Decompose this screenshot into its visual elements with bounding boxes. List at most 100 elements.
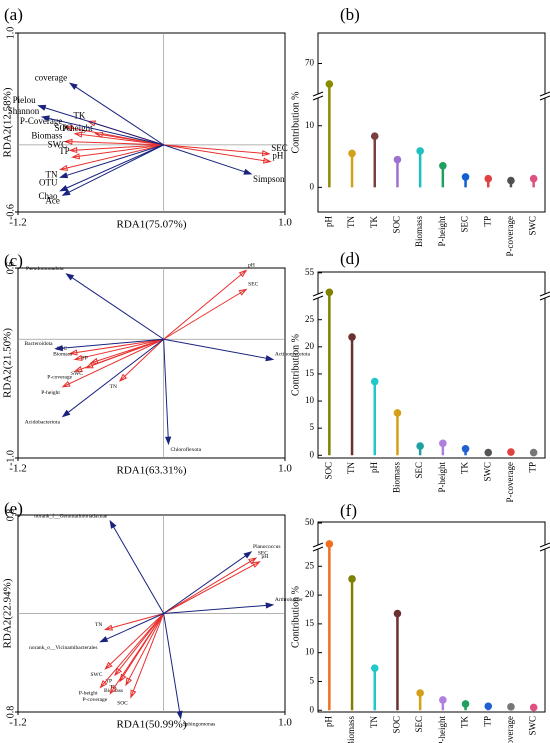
x-tick-label: P-coverage xyxy=(505,716,515,743)
arrow-label: pH xyxy=(248,263,255,269)
arrow-label: Actinomycetota xyxy=(275,352,311,358)
y-tick-label: 50 xyxy=(305,517,315,527)
arrow xyxy=(163,561,261,614)
arrow-label: pH xyxy=(262,554,269,560)
panel-label: (b) xyxy=(340,5,360,24)
lollipop-head xyxy=(416,442,424,450)
lollipop-head xyxy=(484,448,493,457)
x-tick-label: 1.0 xyxy=(278,463,292,475)
panel-label: (c) xyxy=(4,251,23,270)
y-tick-label: 10 xyxy=(305,120,315,130)
arrow-label: TP xyxy=(106,678,112,684)
lollipop-head xyxy=(439,696,447,704)
x-tick-label: TN xyxy=(346,462,356,474)
arrow-label: Pseudomonadota xyxy=(26,266,64,272)
axis-break xyxy=(312,546,324,552)
lollipop-head xyxy=(393,609,402,618)
arrow xyxy=(59,144,164,171)
lollipop-head xyxy=(507,448,515,456)
lollipop-head xyxy=(461,700,470,708)
y-tick-label: 15 xyxy=(305,618,315,628)
y-axis-title: RDA2(21.50%) xyxy=(2,328,14,398)
lollipop-head xyxy=(439,161,447,170)
lollipop-head xyxy=(370,377,379,386)
x-tick-label: SOC xyxy=(392,216,402,234)
arrow xyxy=(63,138,164,146)
lollipop-head xyxy=(393,409,402,417)
arrow xyxy=(163,613,183,720)
y-tick-label: 10 xyxy=(305,647,315,657)
axis-break xyxy=(312,542,324,548)
arrow-label: TP xyxy=(59,146,70,156)
x-tick-label: TN xyxy=(346,216,356,228)
x-tick-label: SWC xyxy=(482,462,492,482)
arrow-label: Chloroflexota xyxy=(170,446,201,453)
x-tick-label: SWC xyxy=(528,216,538,236)
arrow xyxy=(118,338,164,382)
lollipop-head xyxy=(370,664,379,673)
arrow-label: Biomass xyxy=(53,352,72,358)
y-axis-title: Contribution % xyxy=(290,334,301,396)
y-axis-title: Contribution % xyxy=(290,92,301,154)
x-tick-label: Biomass xyxy=(414,216,424,248)
y-tick-label: 0.8 xyxy=(5,706,16,719)
lollipop-head xyxy=(348,333,356,341)
x-tick-label: SOC xyxy=(323,462,333,480)
arrow-label: TK xyxy=(73,110,85,120)
arrow xyxy=(61,338,164,418)
plot-frame xyxy=(17,32,286,213)
lollipop-head xyxy=(507,703,515,711)
axis-break-gap xyxy=(315,94,321,98)
arrow-label: P-Coverage xyxy=(20,116,63,126)
arrow xyxy=(37,104,164,146)
arrow-label: Sphingomonas xyxy=(183,721,216,727)
arrow-label: Shannon xyxy=(8,106,40,116)
arrow-label: SOC xyxy=(117,700,128,706)
y-axis-title: RDA2(12.58%) xyxy=(2,87,14,157)
arrow xyxy=(59,144,164,192)
x-tick-label: SEC xyxy=(414,716,424,733)
x-tick-label: SOC xyxy=(392,716,402,734)
plot-frame xyxy=(317,32,546,213)
lollipop-head xyxy=(325,540,334,548)
x-tick-label: SEC xyxy=(414,462,424,479)
axis-break-gap xyxy=(542,94,548,98)
y-tick-label: 5 xyxy=(310,676,315,686)
x-tick-label: SWC xyxy=(528,716,538,736)
arrow xyxy=(109,613,165,695)
x-tick-label: pH xyxy=(369,462,379,474)
lollipop-head xyxy=(348,149,356,158)
arrow xyxy=(73,338,164,361)
x-tick-label: P-height xyxy=(437,462,447,493)
x-tick-label: TP xyxy=(482,216,492,227)
lollipop-head xyxy=(325,288,334,297)
arrow-label: TN xyxy=(95,622,102,628)
arrow xyxy=(104,613,164,670)
lollipop-head xyxy=(439,439,447,448)
arrow xyxy=(163,144,253,175)
arrow xyxy=(163,551,253,614)
arrow-label: TN xyxy=(45,170,57,180)
x-tick-label: Biomass xyxy=(392,462,402,494)
x-tick-label: P-coverage xyxy=(505,462,515,502)
arrow-label: Bacteroidota xyxy=(25,341,54,347)
arrow xyxy=(163,269,248,340)
arrow xyxy=(163,602,275,614)
axis-break-gap xyxy=(542,545,548,549)
axis-break-gap xyxy=(315,294,321,298)
arrow-label: pH xyxy=(272,151,284,161)
lollipop-head xyxy=(529,448,538,457)
y-tick-label: 5 xyxy=(310,422,315,432)
x-tick-label: P-coverage xyxy=(505,216,515,256)
lollipop-head xyxy=(416,689,424,697)
y-tick-label: 15 xyxy=(305,368,315,378)
lollipop-head xyxy=(529,703,538,712)
lollipop-head xyxy=(484,174,493,183)
axis-break xyxy=(539,91,550,97)
arrow xyxy=(130,613,165,699)
x-axis-title: RDA1(50.99%) xyxy=(117,719,187,731)
arrow xyxy=(71,144,164,160)
x-tick-label: 1.0 xyxy=(278,717,292,729)
arrow xyxy=(99,613,164,643)
x-tick-label: TP xyxy=(482,716,492,727)
